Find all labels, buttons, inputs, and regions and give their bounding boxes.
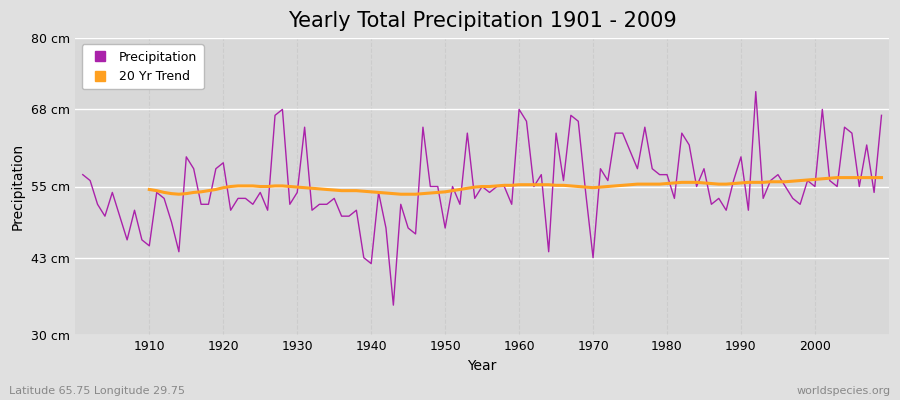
X-axis label: Year: Year [467, 359, 497, 373]
Text: worldspecies.org: worldspecies.org [796, 386, 891, 396]
Y-axis label: Precipitation: Precipitation [11, 143, 25, 230]
Title: Yearly Total Precipitation 1901 - 2009: Yearly Total Precipitation 1901 - 2009 [288, 11, 677, 31]
Legend: Precipitation, 20 Yr Trend: Precipitation, 20 Yr Trend [82, 44, 203, 89]
Text: Latitude 65.75 Longitude 29.75: Latitude 65.75 Longitude 29.75 [9, 386, 185, 396]
